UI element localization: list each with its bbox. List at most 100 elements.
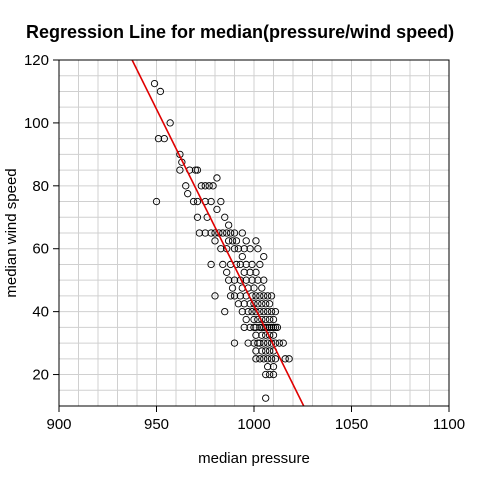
data-point xyxy=(285,355,293,363)
data-point xyxy=(184,190,192,198)
data-point xyxy=(262,394,270,402)
data-point xyxy=(160,134,168,143)
data-point xyxy=(265,370,274,379)
data-point xyxy=(242,276,250,284)
data-point xyxy=(211,237,219,245)
data-point xyxy=(236,292,245,300)
data-point xyxy=(269,315,278,324)
data-point xyxy=(262,370,270,379)
data-point xyxy=(217,197,225,206)
data-point xyxy=(267,355,276,363)
data-point xyxy=(197,182,206,190)
data-point xyxy=(242,260,250,269)
data-point xyxy=(252,355,260,363)
data-point xyxy=(254,276,262,284)
data-point xyxy=(271,323,280,332)
data-point xyxy=(262,347,270,355)
chart-title: Regression Line for median(pressure/wind… xyxy=(26,22,454,42)
data-point xyxy=(238,307,246,316)
data-point xyxy=(250,284,258,292)
data-point xyxy=(265,347,274,355)
data-point xyxy=(201,182,209,190)
data-point xyxy=(191,166,200,174)
data-point xyxy=(240,300,248,308)
data-point xyxy=(281,355,289,363)
data-point xyxy=(260,252,268,261)
data-point xyxy=(230,245,239,253)
data-point xyxy=(248,307,256,316)
data-point xyxy=(263,363,272,371)
axes: 900 950 1000 1050 1100 20 40 60 80 100 120 xyxy=(24,52,465,433)
data-point xyxy=(256,355,264,363)
data-point xyxy=(234,300,243,308)
data-point xyxy=(176,166,184,174)
data-point xyxy=(250,339,258,347)
data-point xyxy=(240,323,248,332)
data-point xyxy=(258,300,266,308)
data-point xyxy=(226,292,235,300)
y-tick-label: 100 xyxy=(24,115,49,132)
data-point xyxy=(260,292,268,300)
data-point xyxy=(193,197,202,206)
y-tick-label: 80 xyxy=(32,178,49,195)
data-point xyxy=(250,323,258,332)
data-point xyxy=(271,355,280,363)
data-point xyxy=(228,237,237,245)
data-point xyxy=(271,307,280,316)
data-point xyxy=(207,229,215,237)
data-point xyxy=(232,237,241,245)
data-point xyxy=(189,197,198,206)
x-tick-label: 900 xyxy=(46,416,71,433)
data-point xyxy=(254,339,262,347)
data-point xyxy=(193,213,202,221)
data-point xyxy=(263,292,272,300)
data-point xyxy=(248,276,256,284)
data-point xyxy=(279,339,287,347)
data-point xyxy=(252,323,260,332)
data-point xyxy=(265,300,274,308)
data-point xyxy=(207,260,215,269)
data-point xyxy=(267,292,276,300)
data-point xyxy=(263,307,272,316)
data-point xyxy=(182,182,190,190)
data-point xyxy=(221,213,229,221)
data-point xyxy=(260,339,268,347)
data-point xyxy=(224,276,233,284)
data-point xyxy=(166,119,174,127)
data-point xyxy=(269,370,278,379)
data-point xyxy=(269,363,278,371)
data-point xyxy=(252,268,260,276)
data-point xyxy=(256,339,264,347)
data-point xyxy=(207,197,215,206)
data-point xyxy=(252,292,260,300)
data-point xyxy=(252,331,260,339)
data-point xyxy=(242,237,250,245)
data-point xyxy=(242,315,250,324)
data-point xyxy=(254,245,262,253)
data-point xyxy=(275,339,283,347)
data-point xyxy=(244,339,252,347)
data-point xyxy=(258,347,266,355)
y-tick-label: 40 xyxy=(32,304,49,321)
data-point xyxy=(262,315,270,324)
data-point xyxy=(219,229,227,237)
data-point xyxy=(256,292,264,300)
data-point xyxy=(230,229,239,237)
data-point xyxy=(228,284,237,292)
data-point xyxy=(265,315,274,324)
x-tick-label: 950 xyxy=(144,416,169,433)
data-point xyxy=(258,284,266,292)
data-point xyxy=(217,245,225,253)
data-point xyxy=(265,323,274,332)
y-axis-label: median wind speed xyxy=(3,168,20,297)
regression-line xyxy=(131,60,305,406)
data-point xyxy=(230,276,239,284)
data-point xyxy=(213,174,221,182)
data-point xyxy=(195,229,204,237)
data-point xyxy=(211,292,219,300)
data-point xyxy=(201,229,209,237)
data-point xyxy=(156,87,165,96)
data-point xyxy=(267,307,276,316)
data-point xyxy=(238,252,246,261)
